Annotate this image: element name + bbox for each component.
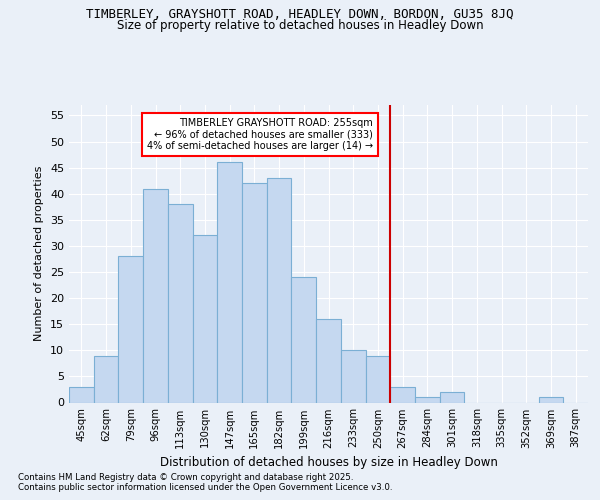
- Bar: [242, 184, 267, 402]
- Text: TIMBERLEY, GRAYSHOTT ROAD, HEADLEY DOWN, BORDON, GU35 8JQ: TIMBERLEY, GRAYSHOTT ROAD, HEADLEY DOWN,…: [86, 8, 514, 20]
- Bar: [217, 162, 242, 402]
- Bar: [193, 236, 217, 402]
- Bar: [440, 392, 464, 402]
- Bar: [365, 356, 390, 403]
- Bar: [168, 204, 193, 402]
- Bar: [143, 188, 168, 402]
- Y-axis label: Number of detached properties: Number of detached properties: [34, 166, 44, 342]
- Bar: [415, 398, 440, 402]
- Bar: [94, 356, 118, 403]
- Bar: [118, 256, 143, 402]
- Text: Size of property relative to detached houses in Headley Down: Size of property relative to detached ho…: [116, 19, 484, 32]
- Text: Contains public sector information licensed under the Open Government Licence v3: Contains public sector information licen…: [18, 482, 392, 492]
- Bar: [341, 350, 365, 403]
- X-axis label: Distribution of detached houses by size in Headley Down: Distribution of detached houses by size …: [160, 456, 497, 469]
- Bar: [267, 178, 292, 402]
- Bar: [390, 387, 415, 402]
- Bar: [316, 319, 341, 402]
- Bar: [539, 398, 563, 402]
- Text: TIMBERLEY GRAYSHOTT ROAD: 255sqm
← 96% of detached houses are smaller (333)
4% o: TIMBERLEY GRAYSHOTT ROAD: 255sqm ← 96% o…: [147, 118, 373, 151]
- Text: Contains HM Land Registry data © Crown copyright and database right 2025.: Contains HM Land Registry data © Crown c…: [18, 472, 353, 482]
- Bar: [69, 387, 94, 402]
- Bar: [292, 277, 316, 402]
